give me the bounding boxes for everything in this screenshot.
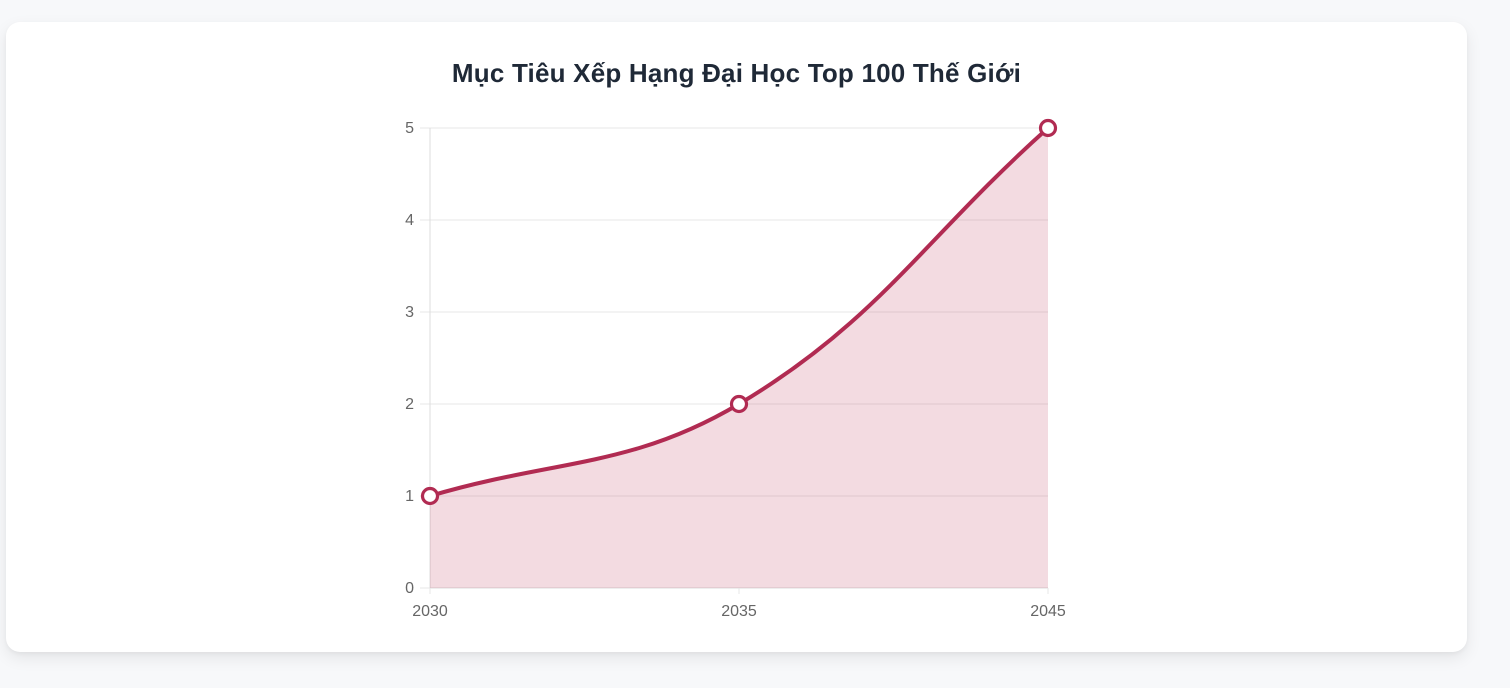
y-axis-label: 0 bbox=[405, 580, 414, 597]
y-axis-label: 1 bbox=[405, 488, 414, 505]
data-point-marker[interactable] bbox=[420, 486, 440, 506]
x-axis-label: 2035 bbox=[721, 603, 757, 620]
y-axis-label: 5 bbox=[405, 120, 414, 137]
x-axis-label: 2045 bbox=[1030, 603, 1066, 620]
chart-title: Mục Tiêu Xếp Hạng Đại Học Top 100 Thế Gi… bbox=[451, 58, 1022, 88]
y-axis-label: 3 bbox=[405, 304, 414, 321]
y-axis-label: 4 bbox=[405, 212, 414, 229]
series-area-fill bbox=[430, 128, 1048, 588]
data-point-marker[interactable] bbox=[1038, 118, 1058, 138]
x-axis-label: 2030 bbox=[412, 603, 448, 620]
y-axis-label: 2 bbox=[405, 396, 414, 413]
chart-card: Mục Tiêu Xếp Hạng Đại Học Top 100 Thế Gi… bbox=[6, 22, 1467, 652]
data-point-marker[interactable] bbox=[729, 394, 749, 414]
chart-canvas[interactable]: 0 1 2 3 4 5 2030 2035 2045 bbox=[6, 22, 1467, 652]
